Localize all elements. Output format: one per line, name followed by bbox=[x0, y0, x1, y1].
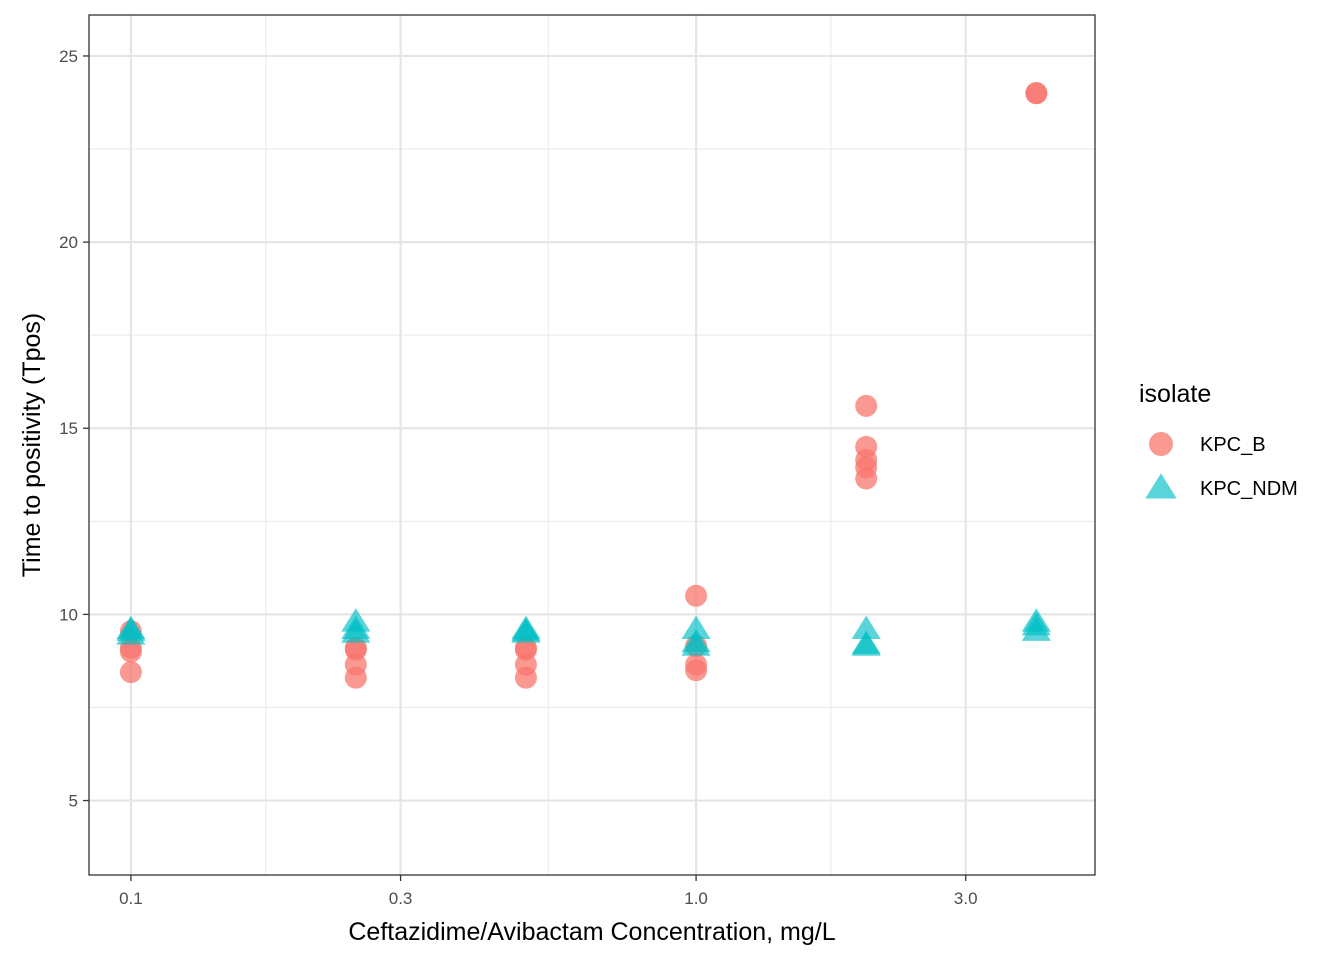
data-point-KPC_B bbox=[855, 394, 878, 417]
data-point-KPC_NDM bbox=[116, 621, 146, 645]
data-point-KPC_B bbox=[514, 666, 537, 689]
data-point-KPC_B bbox=[119, 661, 142, 684]
y-tick-label: 5 bbox=[69, 792, 78, 811]
data-points bbox=[116, 82, 1051, 689]
grid-minor bbox=[89, 15, 1095, 875]
x-tick-label: 0.1 bbox=[119, 889, 143, 908]
x-tick-label: 3.0 bbox=[954, 889, 978, 908]
data-point-KPC_B bbox=[685, 584, 708, 607]
panel-border bbox=[88, 14, 1096, 876]
y-tick-label: 10 bbox=[59, 605, 78, 624]
y-axis-title: Time to positivity (Tpos) bbox=[18, 313, 46, 577]
data-point-KPC_B bbox=[855, 467, 878, 490]
y-axis-ticks: 5 10 15 20 25 bbox=[59, 47, 89, 811]
data-point-KPC_B bbox=[344, 666, 367, 689]
legend-key-KPC_NDM bbox=[1145, 473, 1177, 499]
legend: isolate KPC_B KPC_NDM bbox=[1139, 380, 1298, 500]
data-point-KPC_B bbox=[119, 640, 142, 663]
y-tick-label: 15 bbox=[59, 419, 78, 438]
legend-items: KPC_B KPC_NDM bbox=[1145, 432, 1298, 500]
data-point-KPC_NDM bbox=[851, 615, 881, 640]
data-point-KPC_NDM bbox=[681, 632, 711, 656]
data-point-KPC_NDM bbox=[511, 619, 541, 643]
x-tick-label: 0.3 bbox=[389, 889, 413, 908]
legend-key-KPC_B bbox=[1149, 432, 1173, 456]
y-tick-label: 25 bbox=[59, 47, 78, 66]
x-axis-title: Ceftazidime/Avibactam Concentration, mg/… bbox=[348, 918, 835, 946]
grid-major bbox=[89, 15, 1095, 875]
legend-label-KPC_NDM: KPC_NDM bbox=[1200, 478, 1298, 500]
data-point-KPC_NDM bbox=[341, 619, 371, 643]
y-tick-label: 20 bbox=[59, 233, 78, 252]
legend-title: isolate bbox=[1139, 380, 1211, 408]
data-point-KPC_NDM bbox=[1021, 617, 1051, 641]
legend-label-KPC_B: KPC_B bbox=[1200, 434, 1266, 456]
x-tick-label: 1.0 bbox=[684, 889, 708, 908]
data-point-KPC_B bbox=[685, 659, 708, 682]
data-point-KPC_NDM bbox=[851, 632, 881, 656]
data-point-KPC_NDM bbox=[681, 615, 711, 640]
x-axis-ticks: 0.1 0.3 1.0 3.0 bbox=[119, 875, 978, 908]
data-point-KPC_B bbox=[1025, 82, 1048, 105]
